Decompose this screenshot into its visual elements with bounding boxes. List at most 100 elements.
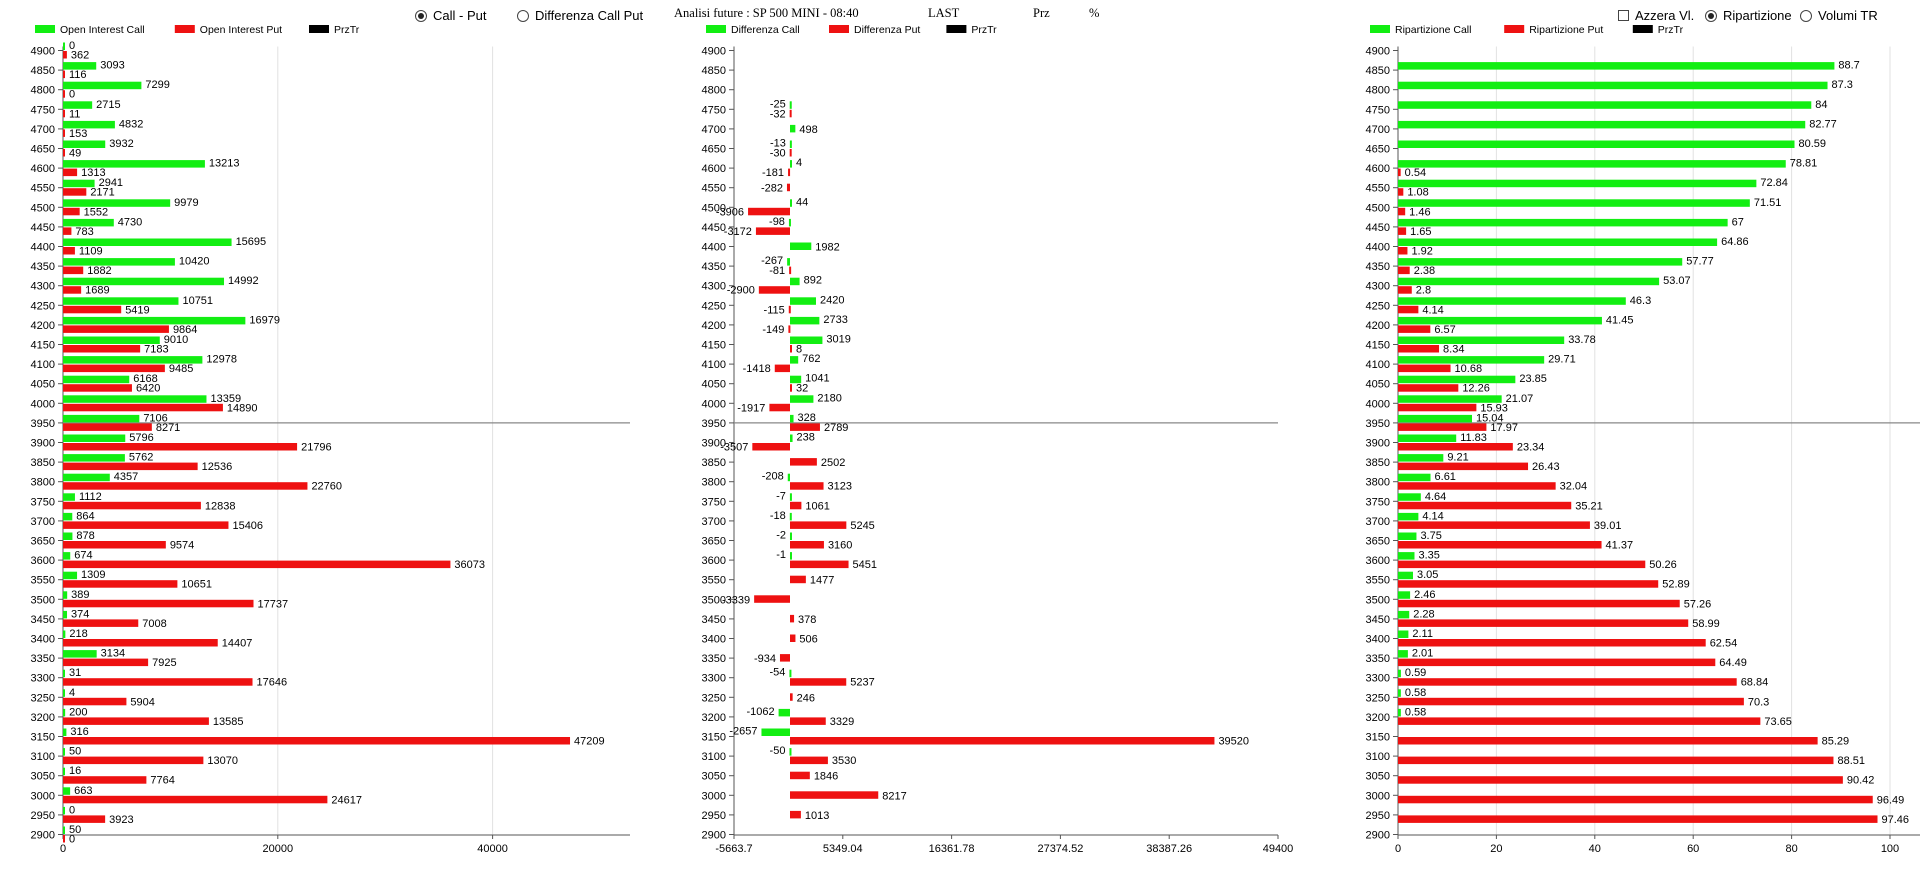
put-bar-label: 14407 bbox=[222, 638, 253, 650]
call-bar bbox=[63, 395, 207, 403]
put-bar-label: 1552 bbox=[84, 206, 108, 218]
legend-label-2: PrzTr bbox=[1658, 24, 1684, 36]
put-bar-label: 24617 bbox=[331, 794, 362, 806]
call-bar bbox=[1398, 140, 1795, 148]
put-bar bbox=[752, 443, 790, 451]
put-bar bbox=[63, 658, 149, 667]
put-bar bbox=[1398, 423, 1487, 431]
call-bar bbox=[790, 124, 796, 133]
y-tick-label: 4750 bbox=[1366, 104, 1390, 116]
call-bar-label: 864 bbox=[76, 510, 94, 522]
call-bar-label: 389 bbox=[71, 589, 89, 601]
put-bar bbox=[63, 305, 122, 314]
y-tick-label: 3500 bbox=[31, 594, 55, 606]
ripartizione-label: Ripartizione bbox=[1723, 8, 1792, 23]
call-bar-label: 3932 bbox=[109, 138, 133, 150]
put-bar bbox=[63, 286, 82, 294]
put-bar-label: 35.21 bbox=[1575, 500, 1603, 512]
call-bar bbox=[1398, 493, 1421, 501]
put-bar-label: 58.99 bbox=[1692, 618, 1720, 630]
y-tick-label: 4450 bbox=[702, 222, 726, 234]
put-bar bbox=[790, 791, 879, 799]
put-bar bbox=[1398, 286, 1412, 294]
put-bar-label: 1.65 bbox=[1410, 226, 1431, 238]
y-tick-label: 3750 bbox=[1366, 496, 1390, 508]
call-bar-label: 4357 bbox=[114, 471, 138, 483]
call-bar bbox=[790, 395, 814, 403]
call-bar-label: 663 bbox=[74, 785, 92, 797]
put-bar bbox=[63, 70, 65, 79]
y-tick-label: 4250 bbox=[1366, 300, 1390, 312]
call-bar bbox=[63, 160, 205, 168]
mode-call-put-option[interactable]: Call - Put bbox=[415, 8, 486, 23]
put-bar bbox=[790, 678, 847, 686]
y-tick-label: 3950 bbox=[702, 418, 726, 430]
put-bar-label: -3507 bbox=[720, 442, 748, 454]
put-bar-label: -115 bbox=[764, 304, 785, 316]
volumi-option[interactable]: Volumi TR bbox=[1800, 8, 1878, 23]
put-bar-label: 13070 bbox=[207, 755, 238, 767]
radio-diff[interactable] bbox=[517, 9, 529, 22]
put-bar-label: 12.26 bbox=[1462, 383, 1490, 395]
top-toolbar: Call - Put Differenza Call Put Analisi f… bbox=[0, 0, 1920, 30]
radio-call-put[interactable] bbox=[415, 9, 427, 22]
put-bar bbox=[790, 810, 801, 819]
y-tick-label: 4200 bbox=[1366, 320, 1390, 332]
legend-swatch-1 bbox=[829, 25, 849, 33]
put-bar-label: -934 bbox=[754, 653, 776, 665]
radio-volumi[interactable] bbox=[1800, 9, 1812, 22]
call-bar-label: 64.86 bbox=[1721, 236, 1749, 248]
put-bar-label: 0.54 bbox=[1405, 167, 1426, 179]
y-tick-label: 3150 bbox=[1366, 732, 1390, 744]
y-tick-label: 3200 bbox=[1366, 712, 1390, 724]
put-bar bbox=[63, 168, 78, 177]
y-tick-label: 4400 bbox=[702, 242, 726, 254]
put-bar-label: -1917 bbox=[737, 402, 765, 414]
y-tick-label: 3400 bbox=[31, 634, 55, 646]
radio-ripartizione[interactable] bbox=[1705, 9, 1717, 22]
call-bar bbox=[63, 414, 140, 423]
put-bar bbox=[1398, 207, 1406, 216]
y-tick-label: 3550 bbox=[31, 575, 55, 587]
call-bar-label: -1 bbox=[776, 549, 786, 561]
call-bar-label: 200 bbox=[69, 706, 87, 718]
put-bar bbox=[1398, 403, 1477, 412]
put-bar-label: 9485 bbox=[169, 363, 193, 375]
put-bar-label: 9864 bbox=[173, 324, 197, 336]
put-bar-label: 246 bbox=[797, 692, 815, 704]
call-bar bbox=[778, 708, 790, 717]
call-bar bbox=[790, 160, 792, 168]
put-bar bbox=[1398, 384, 1459, 392]
y-tick-label: 3750 bbox=[702, 496, 726, 508]
call-bar-label: 67 bbox=[1732, 216, 1744, 228]
instrument-info: Analisi future : SP 500 MINI - 08:40 bbox=[674, 6, 859, 20]
x-tick-label-0: -5663.7 bbox=[715, 843, 752, 855]
call-bar-label: 21.07 bbox=[1506, 393, 1534, 405]
call-bar bbox=[63, 199, 171, 207]
put-bar bbox=[1398, 815, 1878, 823]
legend-label-2: PrzTr bbox=[334, 24, 360, 36]
y-tick-label: 3000 bbox=[702, 790, 726, 802]
put-bar-label: -3906 bbox=[716, 206, 744, 218]
x-tick-label-0: 0 bbox=[60, 843, 66, 855]
y-tick-label: 4200 bbox=[31, 320, 55, 332]
put-bar bbox=[790, 717, 826, 725]
call-bar-label: 2.28 bbox=[1413, 608, 1434, 620]
azzera-checkbox[interactable] bbox=[1618, 10, 1629, 21]
put-bar-label: 36073 bbox=[454, 559, 485, 571]
mode-diff-option[interactable]: Differenza Call Put bbox=[517, 8, 643, 23]
call-bar bbox=[63, 277, 225, 286]
call-bar-label: 3134 bbox=[101, 648, 125, 660]
call-bar bbox=[1398, 199, 1750, 207]
put-bar bbox=[790, 634, 796, 642]
call-bar bbox=[1398, 532, 1417, 540]
put-bar bbox=[63, 795, 328, 804]
ripartizione-option[interactable]: Ripartizione bbox=[1705, 8, 1792, 23]
put-bar bbox=[788, 325, 791, 333]
azzera-option[interactable]: Azzera Vl. bbox=[1618, 8, 1694, 23]
put-bar bbox=[1398, 227, 1407, 235]
call-bar-label: 16 bbox=[69, 765, 81, 777]
y-tick-label: 4350 bbox=[31, 261, 55, 273]
call-bar-label: 7299 bbox=[145, 79, 169, 91]
